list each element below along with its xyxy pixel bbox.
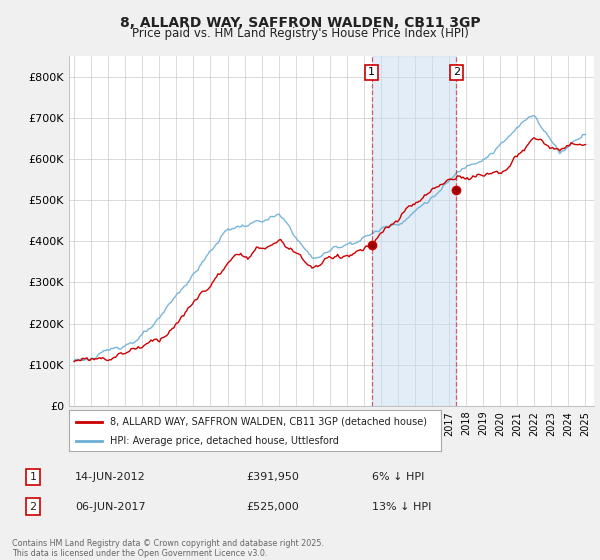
- Text: Price paid vs. HM Land Registry's House Price Index (HPI): Price paid vs. HM Land Registry's House …: [131, 27, 469, 40]
- Text: 8, ALLARD WAY, SAFFRON WALDEN, CB11 3GP (detached house): 8, ALLARD WAY, SAFFRON WALDEN, CB11 3GP …: [110, 417, 427, 427]
- Text: 06-JUN-2017: 06-JUN-2017: [75, 502, 146, 512]
- Bar: [371, 56, 457, 406]
- Text: 14-JUN-2012: 14-JUN-2012: [75, 472, 146, 482]
- Text: HPI: Average price, detached house, Uttlesford: HPI: Average price, detached house, Uttl…: [110, 436, 339, 446]
- Text: 8, ALLARD WAY, SAFFRON WALDEN, CB11 3GP: 8, ALLARD WAY, SAFFRON WALDEN, CB11 3GP: [119, 16, 481, 30]
- Text: 1: 1: [368, 67, 375, 77]
- Text: 13% ↓ HPI: 13% ↓ HPI: [372, 502, 431, 512]
- Text: 6% ↓ HPI: 6% ↓ HPI: [372, 472, 424, 482]
- Text: 1: 1: [29, 472, 37, 482]
- Text: Contains HM Land Registry data © Crown copyright and database right 2025.
This d: Contains HM Land Registry data © Crown c…: [12, 539, 324, 558]
- Text: £391,950: £391,950: [246, 472, 299, 482]
- Text: 2: 2: [453, 67, 460, 77]
- Text: £525,000: £525,000: [246, 502, 299, 512]
- Text: 2: 2: [29, 502, 37, 512]
